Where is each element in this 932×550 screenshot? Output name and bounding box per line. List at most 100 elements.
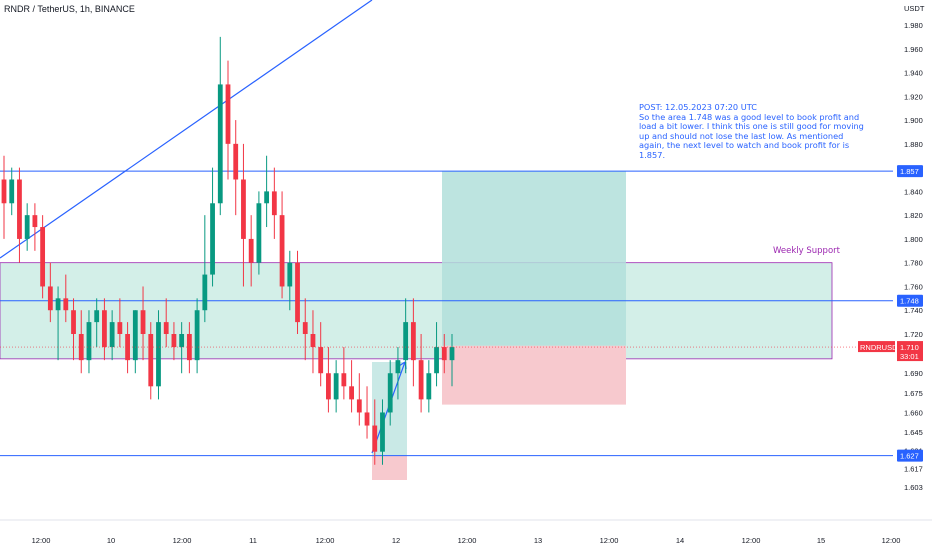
- small-position-loss-zone: [372, 456, 407, 480]
- x-tick-label: 12:00: [882, 536, 901, 545]
- candle-body: [364, 412, 370, 426]
- price-badge: [897, 341, 923, 362]
- candle-body: [17, 179, 22, 239]
- level-badge: [897, 165, 923, 178]
- x-tick-label: 12:00: [32, 536, 51, 545]
- candle-body: [341, 373, 347, 387]
- y-tick-label: 1.603: [904, 483, 923, 492]
- candle-body: [233, 143, 239, 180]
- candle-body: [395, 360, 401, 374]
- x-tick-label: 12:00: [316, 536, 335, 545]
- trend-line: [0, 0, 373, 259]
- x-tick-label: 12:00: [458, 536, 477, 545]
- y-tick-label: 1.780: [904, 259, 923, 268]
- candle-body: [148, 334, 154, 387]
- candle-body: [256, 203, 262, 263]
- candle-body: [132, 310, 138, 361]
- candle-body: [295, 262, 300, 323]
- symbol-badge: [858, 341, 895, 353]
- symbol-badge-label: RNDRUSDT: [860, 343, 903, 352]
- candle-body: [94, 310, 100, 323]
- candle-body: [55, 298, 61, 311]
- countdown-label: 33:01: [900, 352, 919, 361]
- candle-body: [117, 322, 123, 334]
- analysis-note: POST: 12.05.2023 07:20 UTC So the area 1…: [639, 102, 869, 161]
- y-tick-label: 1.980: [904, 21, 923, 30]
- candle-body: [32, 215, 38, 228]
- candle-body: [225, 84, 231, 144]
- candle-body: [356, 399, 362, 413]
- candle-body: [403, 322, 409, 361]
- candle-body: [449, 347, 455, 361]
- candle-body: [434, 347, 439, 374]
- y-tick-label: 1.840: [904, 187, 923, 196]
- candle-body: [418, 360, 424, 400]
- chart-title: RNDR / TetherUS, 1h, BINANCE: [4, 4, 135, 14]
- candle-body: [333, 373, 339, 400]
- level-badge-label: 1.748: [900, 297, 919, 306]
- currency-label: USDT: [904, 4, 925, 13]
- candle-body: [210, 203, 215, 275]
- candle-body: [310, 334, 316, 348]
- candle-body: [387, 373, 393, 413]
- y-tick-label: 1.940: [904, 69, 923, 78]
- candle-body: [102, 310, 107, 348]
- candle-body: [349, 386, 354, 400]
- candle-body: [86, 322, 92, 361]
- candle-body: [318, 347, 324, 374]
- level-badge: [897, 294, 923, 307]
- level-badge-label: 1.627: [900, 452, 919, 461]
- candle-body: [426, 373, 432, 400]
- y-tick-label: 1.960: [904, 45, 923, 54]
- level-badge-label: 1.857: [900, 167, 919, 176]
- candle-body: [241, 179, 246, 239]
- y-tick-label: 1.720: [904, 330, 923, 339]
- y-tick-label: 1.820: [904, 211, 923, 220]
- candle-body: [202, 274, 208, 311]
- long-position-loss-zone: [442, 345, 626, 405]
- candle-body: [302, 322, 308, 334]
- candle-body: [279, 215, 285, 287]
- candle-body: [140, 310, 146, 334]
- candle-body: [1, 179, 7, 204]
- candle-body: [40, 227, 46, 287]
- analysis-note-text: POST: 12.05.2023 07:20 UTC So the area 1…: [639, 102, 864, 160]
- x-tick-label: 12:00: [600, 536, 619, 545]
- candle-body: [372, 425, 378, 452]
- weekly-support-zone: [0, 262, 833, 360]
- candle-body: [264, 191, 270, 204]
- y-tick-label: 1.675: [904, 389, 923, 398]
- x-tick-label: 13: [534, 536, 542, 545]
- candle-body: [24, 215, 30, 239]
- candle-body: [410, 322, 416, 361]
- weekly-support-label: Weekly Support: [773, 246, 840, 256]
- candle-body: [125, 334, 130, 361]
- candle-body: [380, 412, 385, 452]
- long-position-profit-zone: [442, 171, 626, 346]
- x-tick-label: 12: [392, 536, 400, 545]
- candle-body: [179, 334, 185, 348]
- y-tick-label: 1.760: [904, 282, 923, 291]
- candle-body: [163, 322, 169, 334]
- y-tick-label: 1.617: [904, 465, 923, 474]
- candle-body: [9, 179, 15, 204]
- y-tick-label: 1.880: [904, 140, 923, 149]
- candle-body: [217, 84, 223, 204]
- candle-body: [271, 191, 277, 216]
- x-tick-label: 10: [107, 536, 115, 545]
- candle-body: [109, 322, 115, 348]
- candle-body: [156, 322, 161, 387]
- candle-body: [326, 373, 331, 400]
- y-tick-label: 1.800: [904, 235, 923, 244]
- y-tick-label: 1.645: [904, 428, 923, 437]
- level-badge: [897, 449, 923, 462]
- candle-body: [248, 238, 254, 263]
- candle-body: [287, 262, 293, 287]
- y-tick-label: 1.660: [904, 408, 923, 417]
- x-tick-label: 11: [249, 536, 257, 545]
- y-tick-label: 1.900: [904, 116, 923, 125]
- candle-body: [171, 334, 177, 348]
- candle-body: [194, 310, 200, 361]
- y-tick-label: 1.740: [904, 306, 923, 315]
